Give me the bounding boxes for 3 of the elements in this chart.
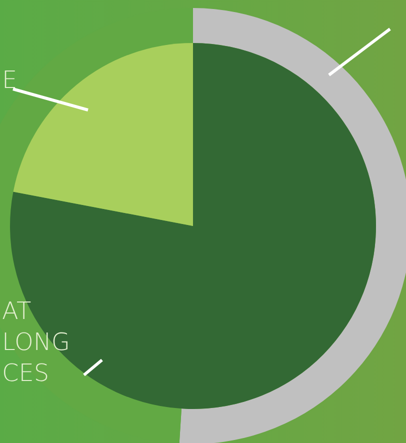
slice-label: E	[2, 66, 18, 94]
slice-label: AT LONG CES	[2, 297, 70, 387]
pie-slice	[13, 43, 193, 226]
